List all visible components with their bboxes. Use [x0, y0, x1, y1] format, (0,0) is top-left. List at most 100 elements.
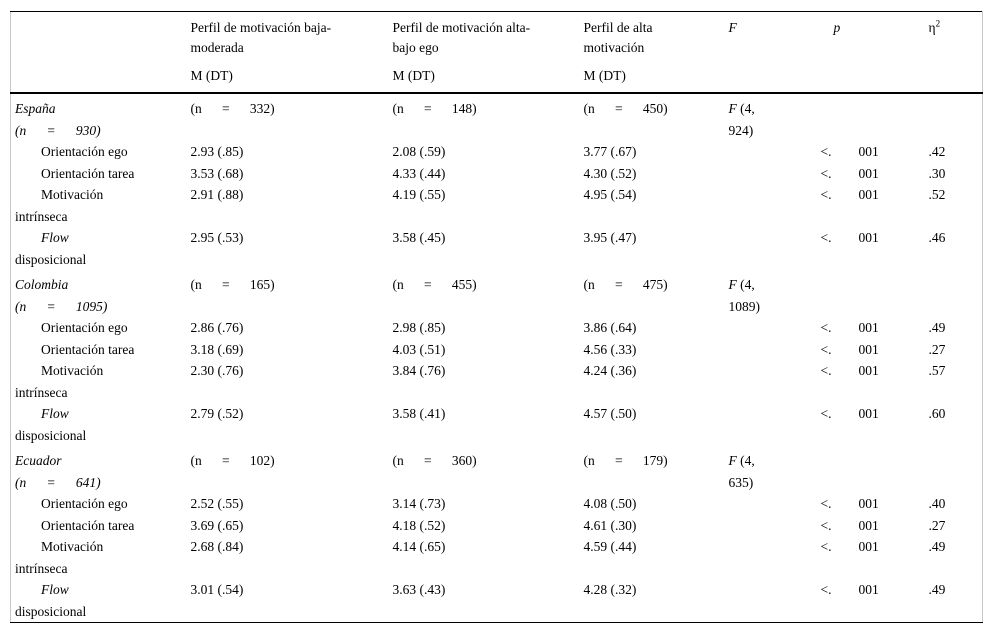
mean-sd-cell: 4.57 (.50)	[583, 406, 637, 421]
f-stat-cell: F (4, 1089)	[728, 277, 761, 314]
mean-sd-cell: 3.77 (.67)	[583, 144, 637, 159]
eta-sup: 2	[935, 18, 941, 29]
measure-row: Orientación tarea 3.53 (.68) 4.33 (.44) 4.3…	[11, 163, 983, 185]
measure-row: Orientación ego 2.93 (.85) 2.08 (.59) 3.77 …	[11, 141, 983, 163]
eta-value-cell: .49	[928, 582, 946, 597]
eta-value-cell: .40	[928, 496, 946, 511]
p-value-cell: <. 001	[820, 517, 879, 533]
mean-sd-cell: 4.33 (.44)	[392, 165, 446, 181]
mean-sd-cell: 4.59 (.44)	[583, 539, 637, 554]
column-title-line2: moderada	[190, 40, 244, 55]
mean-sd-cell: 2.95 (.53)	[190, 230, 244, 245]
country-row: Colombia (n = 1095) (n = 165) (n = 455) (n =…	[11, 270, 983, 317]
p-value-cell: <. 001	[820, 539, 879, 554]
mean-sd-cell: 3.14 (.73)	[392, 496, 446, 511]
mean-sd-cell: 3.84 (.76)	[392, 363, 446, 378]
measure-row: Orientación tarea 3.18 (.69) 4.03 (.51) 4.5…	[11, 339, 983, 361]
measure-row: Flow disposicional 2.79 (.52) 3.58 (.41) 4.5…	[11, 403, 983, 446]
p-value-cell: <. 001	[820, 320, 879, 335]
mean-sd-cell: 2.08 (.59)	[392, 144, 446, 159]
mean-sd-cell: 3.63 (.43)	[392, 582, 446, 597]
p-value-cell: <. 001	[820, 144, 879, 159]
eta-value-cell: .57	[928, 363, 946, 378]
p-value-cell: <. 001	[820, 341, 879, 357]
p-value-cell: <. 001	[820, 406, 879, 421]
table-body: España (n = 930) (n = 332) (n = 148) (n = 45…	[11, 93, 983, 623]
mean-sd-cell: 4.28 (.32)	[583, 582, 637, 597]
eta-value-cell: .49	[928, 320, 946, 335]
mean-sd-cell: 3.69 (.65)	[190, 517, 244, 533]
measure-label-cell: Orientación ego	[41, 496, 128, 511]
group-n-cell: (n = 475)	[583, 277, 668, 292]
mean-sd-cell: 3.01 (.54)	[190, 582, 244, 597]
mean-sd-cell: 3.18 (.69)	[190, 341, 244, 357]
mean-sd-cell: 4.56 (.33)	[583, 341, 637, 357]
p-value-cell: <. 001	[820, 230, 879, 245]
eta-value-cell: .27	[928, 517, 946, 533]
mean-sd-cell: 4.03 (.51)	[392, 341, 446, 357]
country-cell: Colombia (n = 1095)	[15, 277, 108, 314]
measure-label-cell: Flow disposicional	[15, 582, 87, 619]
eta-value-cell: .42	[928, 144, 946, 159]
mean-sd-cell: 4.14 (.65)	[392, 539, 446, 554]
p-empty-cell	[816, 93, 906, 141]
eta-value-cell: .30	[928, 165, 946, 181]
f-empty-cell	[729, 536, 816, 579]
f-empty-cell	[729, 227, 816, 270]
f-empty-cell	[729, 141, 816, 163]
mean-sd-cell: 4.24 (.36)	[583, 363, 637, 378]
group-n-cell: (n = 450)	[583, 101, 668, 116]
column-title-line1: Perfil de motivación baja-	[190, 20, 332, 35]
column-title-line1: Perfil de alta	[583, 20, 653, 35]
measure-label-cell: Orientación ego	[41, 144, 128, 159]
m-dt-label: M (DT)	[583, 68, 626, 83]
measure-label-cell: Flow disposicional	[15, 230, 87, 267]
m-dt-label: M (DT)	[190, 68, 233, 83]
mean-sd-cell: 4.08 (.50)	[583, 496, 637, 511]
eta-value-cell: .27	[928, 341, 946, 357]
f-empty-cell	[729, 579, 816, 623]
eta-symbol: η	[928, 20, 936, 35]
f-empty-cell	[729, 163, 816, 185]
group-n-cell: (n = 148)	[392, 101, 477, 116]
measure-label-cell: Motivación intrínseca	[15, 363, 104, 400]
mean-sd-cell: 4.95 (.54)	[583, 187, 637, 202]
column-title-line2: bajo ego	[392, 40, 439, 55]
measure-row: Orientación ego 2.52 (.55) 3.14 (.73) 4.08 …	[11, 493, 983, 515]
measure-label-cell: Orientación tarea	[41, 165, 135, 181]
measure-label-cell: Flow disposicional	[15, 406, 87, 443]
p-symbol: p	[833, 20, 841, 35]
mean-sd-cell: 2.52 (.55)	[190, 496, 244, 511]
f-empty-cell	[729, 515, 816, 537]
measure-label-cell: Orientación ego	[41, 320, 128, 335]
measure-label-cell: Orientación tarea	[41, 517, 135, 533]
f-symbol: F	[728, 20, 737, 35]
mean-sd-cell: 3.58 (.45)	[392, 230, 446, 245]
p-value-cell: <. 001	[820, 496, 879, 511]
column-title: Perfil de alta motivación	[584, 18, 729, 58]
eta-value-cell: .60	[928, 406, 946, 421]
mean-sd-cell: 3.86 (.64)	[583, 320, 637, 335]
mean-sd-cell: 2.93 (.85)	[190, 144, 244, 159]
country-row: España (n = 930) (n = 332) (n = 148) (n = 45…	[11, 93, 983, 141]
measure-label-cell: Motivación intrínseca	[15, 539, 104, 576]
f-empty-cell	[729, 339, 816, 361]
column-title: Perfil de motivación baja-moderada	[191, 18, 393, 58]
mean-sd-cell: 4.18 (.52)	[392, 517, 446, 533]
eta-empty-cell	[906, 446, 983, 493]
f-empty-cell	[729, 317, 816, 339]
mean-sd-cell: 4.61 (.30)	[583, 517, 637, 533]
country-cell: Ecuador (n = 641)	[15, 453, 101, 490]
column-title: Perfil de motivación alta-bajo ego	[393, 18, 584, 58]
mean-sd-cell: 2.79 (.52)	[190, 406, 244, 421]
eta-value-cell: .52	[928, 187, 946, 202]
f-empty-cell	[729, 403, 816, 446]
group-n-cell: (n = 332)	[190, 101, 275, 116]
header-f-statistic: F	[729, 12, 816, 94]
m-dt-label: M (DT)	[392, 68, 435, 83]
mean-sd-cell: 2.68 (.84)	[190, 539, 244, 554]
p-empty-cell	[816, 270, 906, 317]
measure-row: Flow disposicional 2.95 (.53) 3.58 (.45) 3.9…	[11, 227, 983, 270]
p-value-cell: <. 001	[820, 363, 879, 378]
header-p-value: p	[816, 12, 906, 94]
